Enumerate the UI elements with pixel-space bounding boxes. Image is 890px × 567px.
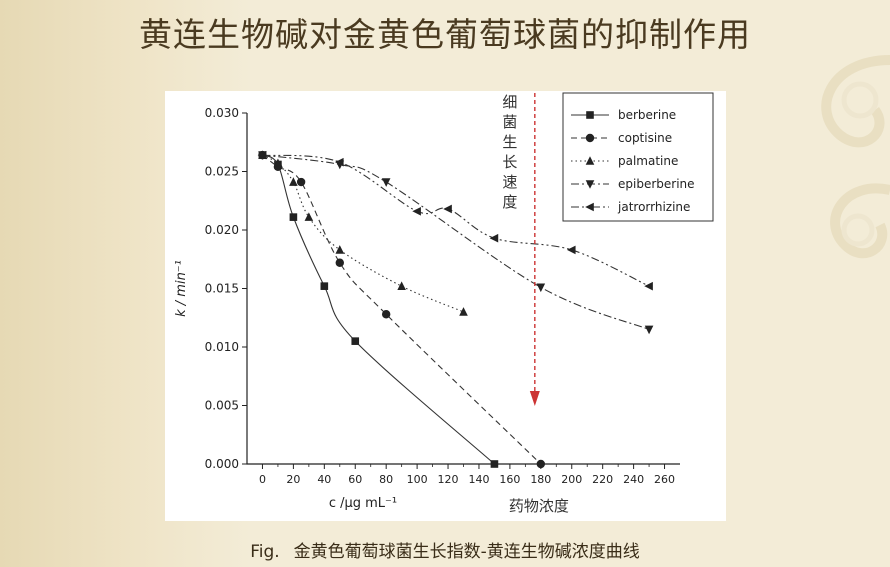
legend-marker-epiberberine	[585, 180, 595, 189]
data-point-jatrorrhizine	[257, 150, 267, 160]
x-tick-label: 240	[623, 473, 644, 486]
line-chart: 0.000 0.005 0.010 0.015 0.020 0.025 0.030 0 20 40…	[174, 92, 714, 515]
caption-text: 金黄色葡萄球菌生长指数-黄连生物碱浓度曲线	[293, 542, 640, 562]
arrow-annotation-char: 长	[502, 153, 517, 171]
x-tick-label: 140	[468, 473, 489, 486]
data-point-berberine	[289, 213, 298, 221]
data-point-berberine	[351, 337, 360, 345]
series-line-palmatine	[262, 154, 464, 313]
x-tick-label: 220	[592, 473, 613, 486]
data-point-jatrorrhizine	[566, 245, 576, 255]
data-point-palmatine	[335, 245, 345, 254]
data-point-palmatine	[273, 158, 283, 168]
y-tick-label: 0.010	[205, 340, 239, 354]
x-tick-label: 60	[348, 473, 362, 486]
y-tick-label: 0.015	[205, 282, 239, 296]
data-point-jatrorrhizine	[489, 233, 499, 243]
data-point-coptisine	[335, 258, 344, 267]
x-tick-label: 80	[379, 473, 393, 486]
data-point-epiberberine	[381, 178, 391, 187]
arrow-annotation-char: 度	[502, 193, 517, 211]
data-point-palmatine	[397, 281, 406, 290]
data-point-coptisine	[536, 459, 546, 469]
concentration-arrow-head	[529, 391, 540, 406]
data-point-coptisine	[296, 177, 306, 187]
arrow-annotation-char: 生	[502, 133, 517, 151]
data-point-palmatine	[459, 307, 468, 316]
data-point-berberine	[490, 460, 499, 468]
caption-prefix: Fig.	[250, 542, 280, 562]
legend-marker-coptisine	[585, 133, 595, 143]
series-jatrorrhizine	[257, 150, 653, 291]
x-tick-label: 160	[499, 473, 520, 486]
data-point-jatrorrhizine	[334, 157, 344, 167]
data-point-coptisine	[381, 310, 391, 319]
legend-label-coptisine: coptisine	[618, 131, 672, 145]
y-tick-label: 0.020	[205, 223, 239, 237]
legend-marker-jatrorrhizine	[585, 202, 594, 212]
x-tick-label: 100	[407, 473, 428, 486]
x-tick-label: 20	[286, 473, 300, 486]
y-tick-label: 0.030	[205, 106, 239, 120]
x-tick-label: 260	[654, 473, 675, 486]
y-tick-label: 0.025	[205, 165, 239, 179]
legend-marker-berberine	[586, 111, 594, 119]
y-tick-label: 0.005	[205, 399, 239, 413]
data-point-jatrorrhizine	[644, 281, 653, 291]
data-point-epiberberine	[644, 325, 654, 335]
arrow-annotation-text: 细菌生长速度	[502, 93, 517, 211]
figure-caption: Fig. 金黄色葡萄球菌生长指数-黄连生物碱浓度曲线	[0, 537, 890, 562]
x-axis-label: c /μg mL⁻¹	[329, 496, 397, 511]
chart-panel: 0.000 0.005 0.010 0.015 0.020 0.025 0.030 0 20 40…	[165, 91, 726, 521]
arrow-annotation-char: 细	[502, 93, 517, 111]
data-point-palmatine	[304, 212, 314, 221]
x-tick-label: 180	[530, 473, 551, 486]
data-point-jatrorrhizine	[443, 204, 452, 214]
arrow-annotation-char: 速	[502, 173, 517, 191]
x-tick-label: 40	[317, 473, 331, 486]
legend-label-berberine: berberine	[618, 108, 676, 122]
series-coptisine	[258, 150, 546, 469]
y-axis-label: k / min⁻¹	[174, 260, 189, 317]
legend-marker-palmatine	[585, 156, 595, 165]
data-point-jatrorrhizine	[412, 206, 421, 216]
slide-title: 黄连生物碱对金黄色葡萄球菌的抑制作用	[139, 15, 751, 54]
data-point-epiberberine	[536, 283, 546, 293]
x-tick-label: 120	[438, 473, 459, 486]
arrow-annotation-char: 菌	[502, 113, 517, 131]
x-annotation-text: 药物浓度	[509, 497, 569, 515]
series-line-coptisine	[262, 154, 542, 465]
x-tick-label: 200	[561, 473, 582, 486]
series-line-berberine	[262, 154, 495, 465]
background-swirl-decoration	[821, 55, 890, 259]
legend-label-epiberberine: epiberberine	[618, 177, 695, 191]
legend-label-palmatine: palmatine	[618, 154, 678, 168]
series-line-epiberberine	[262, 154, 650, 330]
x-tick-label: 0	[259, 473, 266, 486]
legend-label-jatrorrhizine: jatrorrhizine	[617, 200, 690, 214]
data-point-palmatine	[289, 177, 298, 186]
y-tick-label: 0.000	[205, 457, 239, 471]
data-point-berberine	[320, 282, 329, 290]
